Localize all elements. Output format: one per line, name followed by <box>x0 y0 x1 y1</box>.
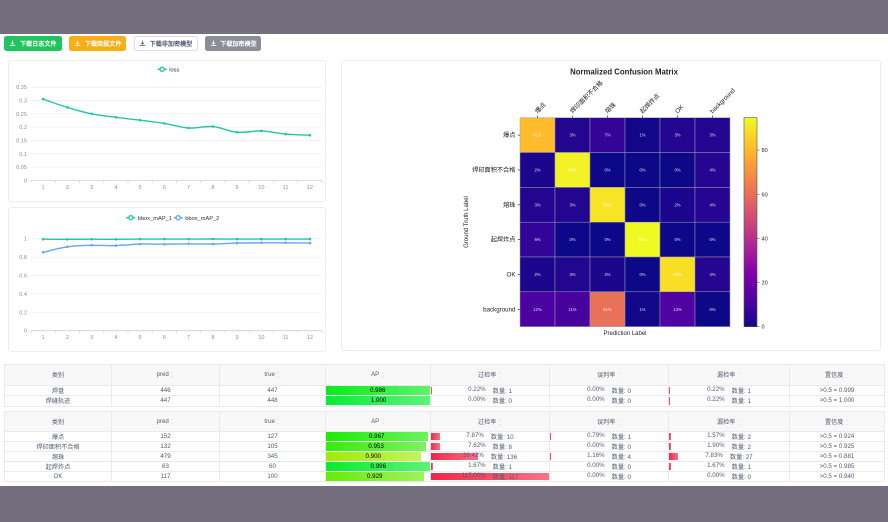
svg-text:Normalized Confusion Matrix: Normalized Confusion Matrix <box>570 68 679 77</box>
svg-text:0%: 0% <box>604 237 610 242</box>
svg-text:9: 9 <box>235 335 238 341</box>
svg-text:6%: 6% <box>534 237 540 242</box>
svg-text:4: 4 <box>114 335 117 341</box>
svg-text:12: 12 <box>306 335 312 341</box>
svg-text:3%: 3% <box>569 133 575 138</box>
svg-text:7: 7 <box>187 335 190 341</box>
svg-text:熔珠: 熔珠 <box>603 100 618 115</box>
svg-text:0.4: 0.4 <box>19 292 27 298</box>
svg-text:0.2: 0.2 <box>19 310 27 316</box>
svg-text:3%: 3% <box>534 203 540 208</box>
svg-text:2%: 2% <box>674 203 680 208</box>
svg-text:12: 12 <box>306 185 312 191</box>
svg-text:11: 11 <box>282 335 288 341</box>
svg-text:61%: 61% <box>603 307 612 312</box>
svg-text:0.1: 0.1 <box>19 152 27 158</box>
svg-text:5: 5 <box>138 335 141 341</box>
svg-text:10: 10 <box>258 185 264 191</box>
svg-text:11%: 11% <box>568 307 576 312</box>
svg-text:0%: 0% <box>709 307 715 312</box>
svg-text:8: 8 <box>211 185 214 191</box>
svg-text:OK: OK <box>507 272 517 279</box>
svg-text:0%: 0% <box>674 168 680 173</box>
svg-text:起焊炸点: 起焊炸点 <box>638 92 661 115</box>
svg-text:bbox_mAP_2: bbox_mAP_2 <box>185 216 219 222</box>
svg-text:bbox_mAP_1: bbox_mAP_1 <box>137 216 171 222</box>
svg-text:81%: 81% <box>533 133 542 138</box>
svg-text:0%: 0% <box>639 168 645 173</box>
svg-text:爆点: 爆点 <box>533 101 547 115</box>
svg-text:2%: 2% <box>534 168 540 173</box>
svg-text:0.8: 0.8 <box>19 255 27 261</box>
svg-text:0: 0 <box>24 328 27 334</box>
svg-text:4: 4 <box>114 185 117 191</box>
svg-text:10: 10 <box>258 335 264 341</box>
svg-text:background: background <box>709 87 737 115</box>
svg-text:1%: 1% <box>639 133 645 138</box>
svg-text:爆点: 爆点 <box>503 131 515 139</box>
svg-text:1: 1 <box>24 236 27 242</box>
svg-text:2%: 2% <box>534 272 540 277</box>
svg-text:0.35: 0.35 <box>16 85 27 91</box>
svg-text:2: 2 <box>66 335 69 341</box>
svg-text:熔珠: 熔珠 <box>503 201 516 209</box>
svg-text:3%: 3% <box>709 133 715 138</box>
svg-text:7%: 7% <box>604 133 610 138</box>
svg-text:起焊炸点: 起焊炸点 <box>491 236 516 244</box>
svg-text:1: 1 <box>41 335 44 341</box>
svg-text:2: 2 <box>66 185 69 191</box>
svg-text:0%: 0% <box>674 237 680 242</box>
svg-text:12%: 12% <box>533 307 542 312</box>
svg-text:89%: 89% <box>673 272 682 277</box>
svg-text:0%: 0% <box>639 203 645 208</box>
svg-text:8: 8 <box>211 335 214 341</box>
svg-text:9: 9 <box>235 185 238 191</box>
svg-text:0.3: 0.3 <box>19 99 27 105</box>
svg-text:OK: OK <box>674 104 686 116</box>
svg-text:6: 6 <box>163 335 166 341</box>
svg-text:0: 0 <box>762 325 765 331</box>
svg-text:40: 40 <box>762 237 768 243</box>
svg-text:3%: 3% <box>674 133 680 138</box>
svg-text:93%: 93% <box>568 168 577 173</box>
svg-text:1: 1 <box>41 185 44 191</box>
svg-text:0%: 0% <box>639 272 645 277</box>
svg-text:2%: 2% <box>604 272 610 277</box>
svg-text:1%: 1% <box>639 307 645 312</box>
svg-text:Ground Truth Label: Ground Truth Label <box>464 196 470 248</box>
svg-text:0%: 0% <box>709 237 715 242</box>
svg-text:0%: 0% <box>604 168 610 173</box>
svg-text:3%: 3% <box>569 203 575 208</box>
svg-text:0.2: 0.2 <box>19 125 27 131</box>
svg-text:4%: 4% <box>709 272 715 277</box>
svg-text:7: 7 <box>187 185 190 191</box>
svg-text:0: 0 <box>24 179 27 185</box>
svg-text:焊印面积不合格: 焊印面积不合格 <box>472 166 516 174</box>
svg-text:0.05: 0.05 <box>16 165 27 171</box>
svg-text:Prediction Label: Prediction Label <box>603 331 646 337</box>
svg-text:loss: loss <box>169 68 179 74</box>
svg-text:0.15: 0.15 <box>16 139 27 145</box>
svg-text:焊印面积不合格: 焊印面积不合格 <box>568 79 605 116</box>
svg-text:5: 5 <box>138 185 141 191</box>
svg-text:0%: 0% <box>569 237 575 242</box>
svg-text:4%: 4% <box>709 168 715 173</box>
svg-text:20: 20 <box>762 281 768 287</box>
svg-text:3%: 3% <box>569 272 575 277</box>
svg-text:background: background <box>483 307 516 314</box>
svg-text:4%: 4% <box>709 203 715 208</box>
svg-text:0.25: 0.25 <box>16 112 27 118</box>
svg-text:90%: 90% <box>603 203 612 208</box>
svg-text:95%: 95% <box>638 237 647 242</box>
svg-text:80: 80 <box>762 148 768 154</box>
svg-text:6: 6 <box>163 185 166 191</box>
svg-text:13%: 13% <box>673 307 682 312</box>
svg-text:3: 3 <box>90 185 93 191</box>
svg-text:60: 60 <box>762 193 768 199</box>
svg-text:11: 11 <box>282 185 288 191</box>
svg-text:3: 3 <box>90 335 93 341</box>
svg-text:0.6: 0.6 <box>19 273 27 279</box>
